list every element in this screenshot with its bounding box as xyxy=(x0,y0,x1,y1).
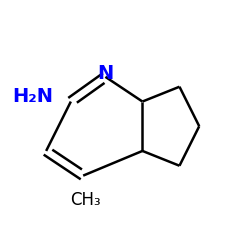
Text: N: N xyxy=(97,64,114,83)
Text: H₂N: H₂N xyxy=(12,87,53,106)
Text: CH₃: CH₃ xyxy=(70,191,101,209)
